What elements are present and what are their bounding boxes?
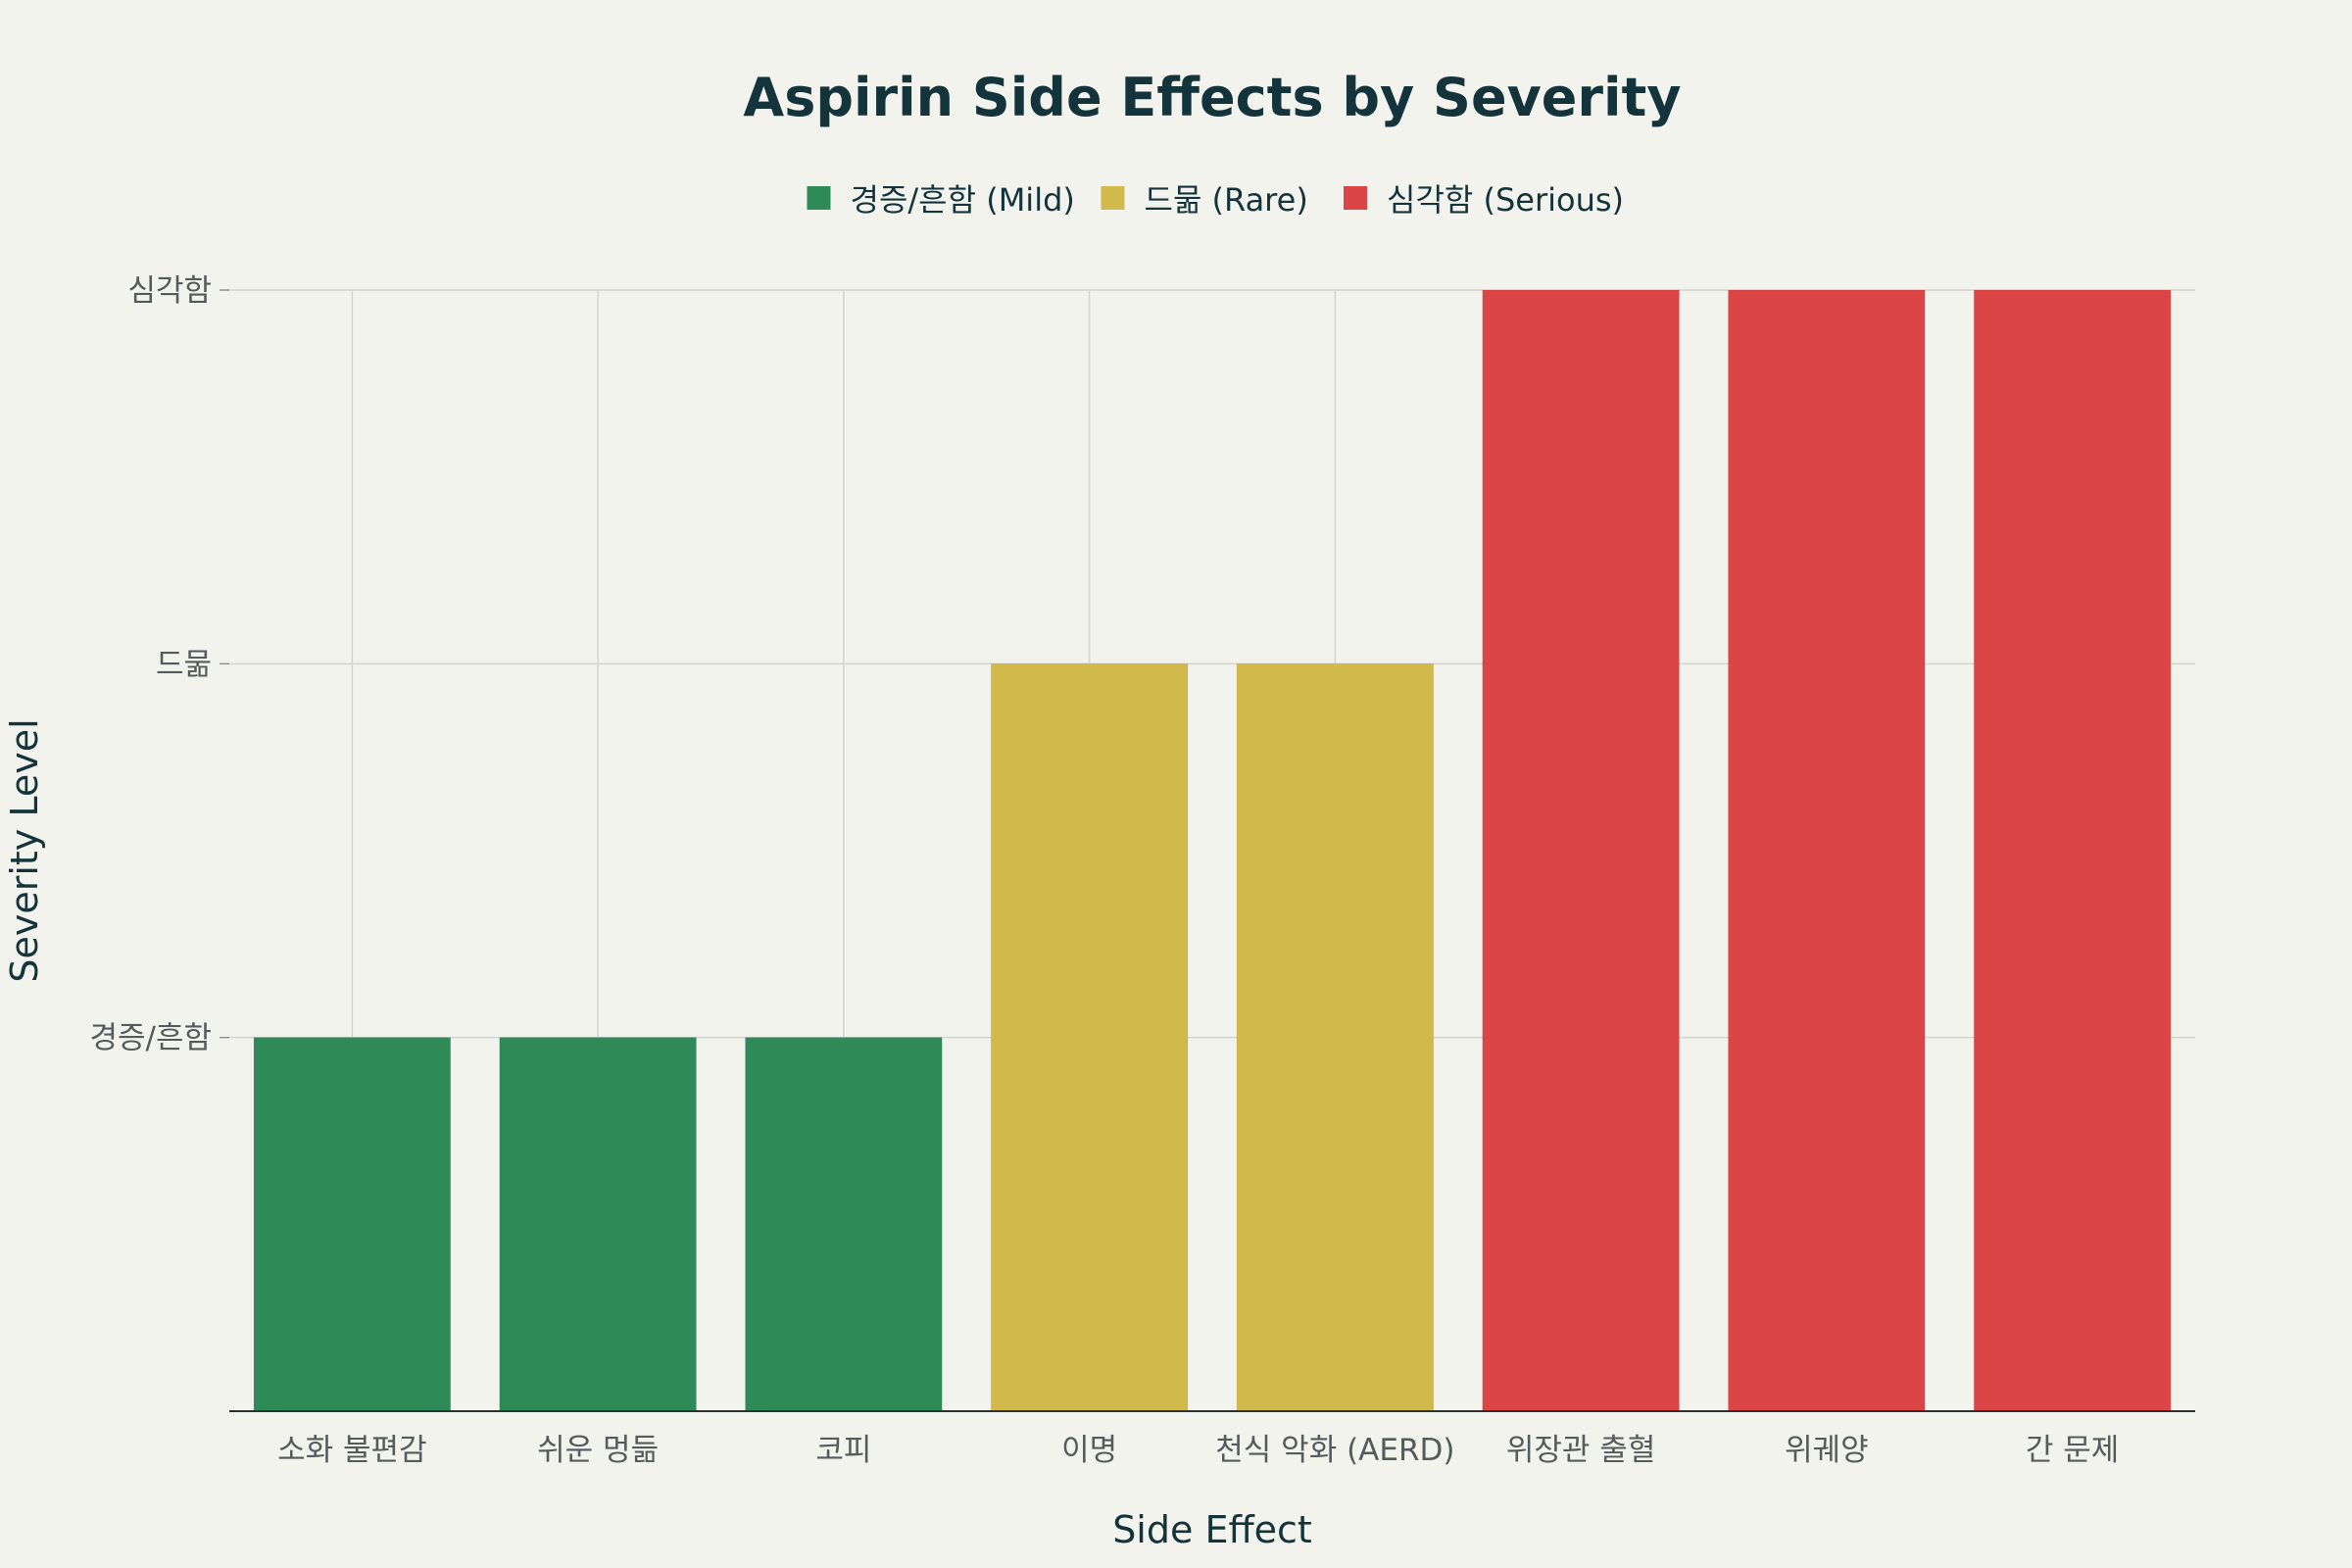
bars xyxy=(253,289,2172,1412)
bar-3 xyxy=(745,1037,943,1412)
bar-1 xyxy=(253,1037,452,1412)
y-tick-label: 심각함 xyxy=(127,273,212,309)
legend-swatch-1 xyxy=(807,186,831,210)
bar-2 xyxy=(499,1037,697,1412)
y-axis-title: Severity Level xyxy=(3,718,46,982)
x-tick-label: 위장관 출혈 xyxy=(1506,1433,1655,1468)
x-tick-label: 이명 xyxy=(1061,1433,1117,1468)
x-tick-label: 위궤양 xyxy=(1785,1433,1869,1468)
legend-label-1: 경증/흔함 (Mild) xyxy=(851,181,1075,219)
legend-swatch-3 xyxy=(1344,186,1367,210)
y-tick-label: 드묾 xyxy=(156,647,212,682)
x-tick-label: 천식 악화 (AERD) xyxy=(1215,1433,1454,1468)
bar-4 xyxy=(990,662,1189,1412)
chart-title: Aspirin Side Effects by Severity xyxy=(743,67,1681,128)
legend-label-3: 심각함 (Serious) xyxy=(1387,181,1624,219)
y-tick-label: 경증/흔함 xyxy=(89,1021,212,1056)
bar-7 xyxy=(1728,289,1926,1412)
x-tick-labels: 소화 불편감 쉬운 멍듦 코피 이명 천식 악화 (AERD) 위장관 출혈 위궤양 간 문제 xyxy=(277,1433,2119,1468)
x-tick-label: 코피 xyxy=(815,1433,871,1468)
x-tick-label: 쉬운 멍듦 xyxy=(537,1433,659,1468)
legend-swatch-2 xyxy=(1101,186,1125,210)
bar-5 xyxy=(1236,662,1435,1412)
x-axis-title: Side Effect xyxy=(1112,1508,1312,1551)
x-tick-label: 소화 불편감 xyxy=(277,1433,426,1468)
x-tick-label: 간 문제 xyxy=(2026,1433,2119,1468)
y-tick-labels: 경증/흔함 드묾 심각함 xyxy=(89,273,229,1056)
bar-6 xyxy=(1482,289,1680,1412)
legend-label-2: 드묾 (Rare) xyxy=(1145,181,1308,219)
bar-8 xyxy=(1973,289,2172,1412)
legend: 경증/흔함 (Mild) 드묾 (Rare) 심각함 (Serious) xyxy=(807,181,1624,219)
